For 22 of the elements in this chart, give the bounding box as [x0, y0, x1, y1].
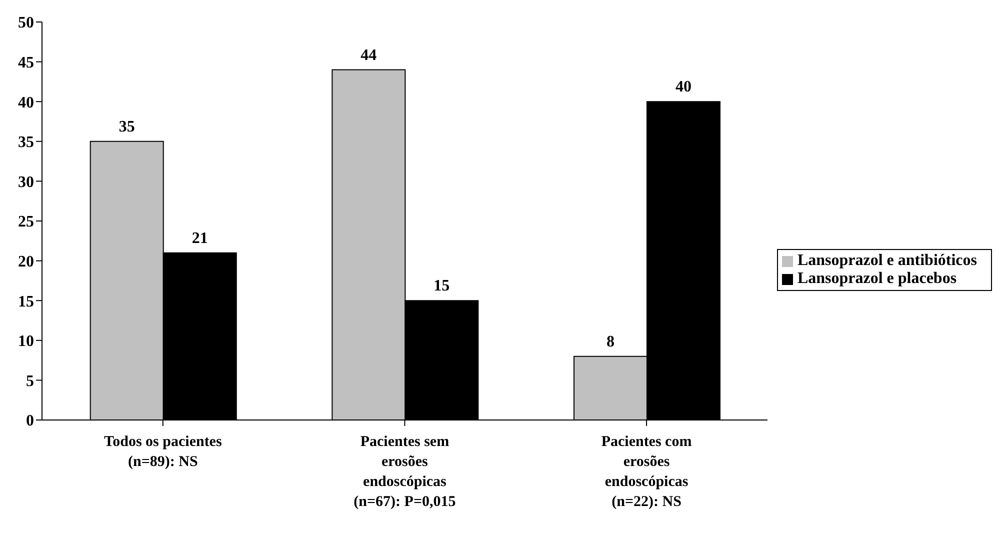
- y-tick-label: 45: [18, 54, 34, 72]
- data-label: 40: [675, 78, 692, 96]
- x-tick-label: Todos os pacientes (n=89): NS: [104, 434, 222, 470]
- y-tick-label: 25: [18, 214, 34, 231]
- y-tick-label: 10: [18, 333, 34, 350]
- y-tick-label: 35: [18, 134, 34, 152]
- y-tick-label: 40: [18, 94, 34, 112]
- legend-label: Lansoprazol e antibióticos: [797, 252, 977, 269]
- data-label: 35: [118, 118, 135, 136]
- data-label: 21: [192, 230, 208, 247]
- y-tick-label: 20: [18, 253, 34, 270]
- x-tick-label: Pacientes sem erosões endoscópicas (n=67): P=0,015: [354, 434, 456, 510]
- data-label: 8: [606, 333, 614, 350]
- y-tick-label: 5: [26, 372, 34, 390]
- x-tick-label: Pacientes com erosões endoscópicas (n=22): NS: [601, 434, 692, 510]
- y-tick-label: 30: [18, 174, 34, 191]
- y-tick-label: 15: [18, 293, 34, 310]
- data-label: 44: [360, 46, 377, 64]
- y-tick-label: 0: [26, 412, 34, 430]
- legend-label: Lansoprazol e placebos: [797, 270, 957, 287]
- y-tick-label: 50: [18, 14, 34, 32]
- data-label: 15: [434, 278, 450, 295]
